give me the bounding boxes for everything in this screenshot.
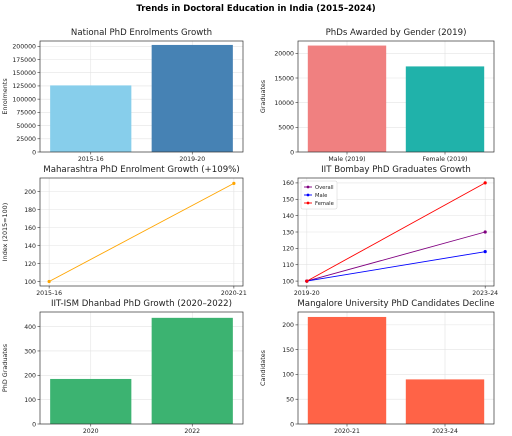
y-axis-label: PhD Graduates (1, 343, 9, 392)
x-tick-label: 2023-24 (432, 428, 458, 435)
chart-title: National PhD Enrolments Growth (71, 28, 212, 38)
chart-title: Mangalore University PhD Candidates Decl… (297, 299, 494, 309)
y-tick-label: 0 (32, 421, 36, 428)
data-point (47, 279, 51, 284)
legend-box (300, 180, 338, 210)
y-axis-label: Graduates (259, 79, 267, 113)
chart-title: PhDs Awarded by Gender (2019) (326, 28, 467, 38)
y-tick-label: 140 (282, 213, 294, 220)
legend-marker (306, 201, 310, 205)
chart-5: 0 100 200 300 400 2020 2022 IIT-ISM Dhanbad PhD… (1, 299, 244, 435)
y-tick-label: 25000 (16, 136, 36, 143)
bar (405, 379, 485, 424)
x-tick-label: Female (2019) (423, 156, 468, 163)
y-tick-label: 100 (24, 397, 36, 404)
data-point (232, 181, 236, 185)
y-tick-label: 100 (282, 278, 294, 285)
x-tick-label: 2020-21 (221, 290, 247, 297)
bar (405, 66, 485, 152)
data-point (483, 250, 487, 254)
y-tick-label: 200 (24, 373, 36, 380)
x-tick-label: 2019-20 (294, 290, 320, 297)
x-tick-label: 2022 (184, 428, 200, 435)
chart-6: 0 50 100 150 200 2020-21 2023-24 Mangalore Univ… (259, 299, 495, 435)
series-line (48, 183, 235, 282)
axes-frame (39, 40, 244, 153)
axes-frame (297, 177, 495, 287)
y-tick-label: 100 (282, 372, 294, 379)
y-tick-label: 140 (24, 243, 36, 250)
y-tick-label: 150000 (12, 70, 36, 77)
legend-label: Female (315, 201, 334, 207)
y-tick-label: 100000 (12, 96, 36, 103)
series-line (306, 231, 486, 282)
y-tick-label: 100 (24, 279, 36, 286)
y-tick-label: 15000 (274, 75, 294, 82)
bar (151, 44, 233, 152)
y-tick-label: 200 (282, 322, 294, 329)
y-tick-label: 300 (24, 348, 36, 355)
legend-label: Overall (315, 185, 334, 191)
y-axis-label: Enrolments (1, 78, 9, 115)
chart-4: 100 110 120 130 140 150 160 2019-20 2023-24 IIT B… (282, 165, 498, 297)
x-tick-label: Male (2019) (328, 156, 365, 163)
y-tick-label: 0 (32, 149, 36, 156)
x-tick-label: 2015-16 (36, 290, 62, 297)
bar (50, 378, 132, 424)
series-line (306, 251, 486, 282)
y-tick-label: 130 (282, 229, 294, 236)
chart-title: IIT-ISM Dhanbad PhD Growth (2020–2022) (51, 299, 232, 309)
y-tick-label: 400 (24, 324, 36, 331)
y-tick-label: 180 (24, 207, 36, 214)
bar (50, 85, 132, 152)
axes-frame (297, 40, 495, 153)
chart-title: IIT Bombay PhD Graduates Growth (321, 165, 471, 175)
y-tick-label: 110 (282, 262, 294, 269)
x-tick-label: 2019-20 (179, 156, 205, 163)
x-tick-label: 2023-24 (472, 290, 498, 297)
y-tick-label: 150 (282, 197, 294, 204)
axes-frame (39, 177, 244, 287)
legend-label: Male (315, 193, 327, 199)
chart-title: Maharashtra PhD Enrolment Growth (+109%) (43, 165, 239, 175)
x-tick-label: 2020 (83, 428, 99, 435)
y-tick-label: 10000 (274, 100, 294, 107)
bar (151, 317, 233, 424)
bar (307, 45, 387, 152)
y-tick-label: 0 (290, 421, 294, 428)
y-axis-label: Index (2015=100) (1, 203, 9, 261)
axes-frame (39, 311, 244, 425)
y-tick-label: 5000 (278, 125, 294, 132)
y-tick-label: 160 (24, 225, 36, 232)
bar (307, 316, 387, 424)
legend-marker (306, 193, 310, 197)
y-tick-label: 120 (24, 261, 36, 268)
y-tick-label: 175000 (12, 57, 36, 64)
y-tick-label: 120 (282, 246, 294, 253)
axes-frame (297, 311, 495, 425)
y-tick-label: 50000 (16, 123, 36, 130)
y-tick-label: 50 (286, 397, 294, 404)
data-point (305, 279, 309, 283)
y-tick-label: 20000 (274, 51, 294, 58)
y-axis-label: Candidates (259, 349, 267, 386)
figure-title: Trends in Doctoral Education in India (2… (136, 4, 375, 14)
series-line (306, 182, 486, 282)
y-tick-label: 0 (290, 149, 294, 156)
y-tick-label: 75000 (16, 110, 36, 117)
x-tick-label: 2015-16 (78, 156, 104, 163)
y-tick-label: 160 (282, 180, 294, 187)
y-tick-label: 200000 (12, 44, 36, 51)
chart-2: 0 5000 10000 15000 20000 Male (2019) Female (2… (259, 28, 495, 163)
data-point (483, 181, 487, 185)
y-tick-label: 150 (282, 347, 294, 354)
chart-3: 100 120 140 160 180 200 2015-16 2020-21 Maharash… (1, 165, 247, 297)
y-tick-label: 125000 (12, 83, 36, 90)
y-tick-label: 200 (24, 189, 36, 196)
x-tick-label: 2020-21 (334, 428, 360, 435)
data-point (483, 230, 487, 234)
chart-1: 0 25000 50000 75000 100000 125000 150000 175000… (1, 28, 244, 163)
legend-marker (306, 185, 310, 189)
